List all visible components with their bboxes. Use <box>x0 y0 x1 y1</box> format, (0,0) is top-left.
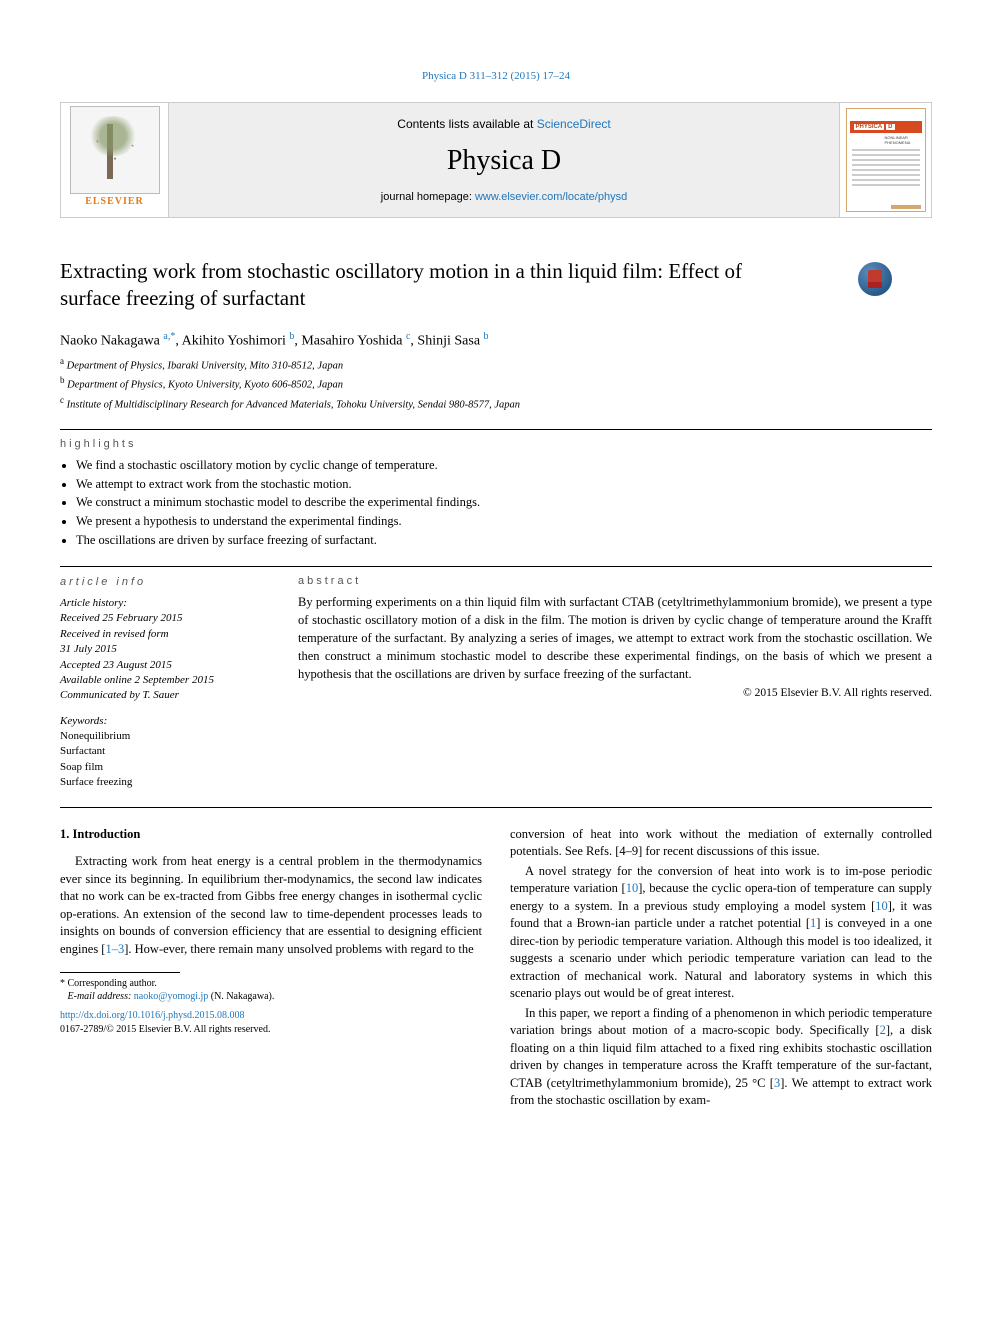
citation-link[interactable]: 10 <box>626 881 639 895</box>
highlight-item: The oscillations are driven by surface f… <box>76 531 932 550</box>
highlight-item: We find a stochastic oscillatory motion … <box>76 456 932 475</box>
journal-banner: ELSEVIER Contents lists available at Sci… <box>60 102 932 218</box>
article-info: article info Article history: Received 2… <box>60 575 270 791</box>
journal-homepage: journal homepage: www.elsevier.com/locat… <box>381 191 627 203</box>
running-head: Physica D 311–312 (2015) 17–24 <box>60 70 932 82</box>
body-paragraph: A novel strategy for the conversion of h… <box>510 863 932 1003</box>
article-info-label: article info <box>60 575 270 590</box>
elsevier-logo: ELSEVIER <box>70 106 160 214</box>
body-paragraph: Extracting work from heat energy is a ce… <box>60 853 482 958</box>
cover-cell: PHYSICAD NONLINEAR PHENOMENA <box>839 103 931 217</box>
abstract-section: abstract By performing experiments on a … <box>298 575 932 791</box>
banner-center: Contents lists available at ScienceDirec… <box>169 103 839 217</box>
journal-cover: PHYSICAD NONLINEAR PHENOMENA <box>846 108 926 212</box>
body-columns: 1. Introduction Extracting work from hea… <box>60 826 932 1112</box>
rule <box>60 807 932 808</box>
corresponding-footnote: * Corresponding author. E-mail address: … <box>60 977 482 1003</box>
highlights-label: highlights <box>60 438 932 450</box>
citation-link[interactable]: 10 <box>875 899 888 913</box>
paper-title: Extracting work from stochastic oscillat… <box>60 258 780 313</box>
crossmark-icon[interactable] <box>858 262 892 296</box>
authors-line: Naoko Nakagawa a,*, Akihito Yoshimori b,… <box>60 331 932 350</box>
doi-link[interactable]: http://dx.doi.org/10.1016/j.physd.2015.0… <box>60 1010 245 1021</box>
body-paragraph: conversion of heat into work without the… <box>510 826 932 861</box>
doi-line: http://dx.doi.org/10.1016/j.physd.2015.0… <box>60 1009 482 1023</box>
elsevier-wordmark: ELSEVIER <box>70 196 160 207</box>
rule <box>60 429 932 430</box>
publisher-logo-cell: ELSEVIER <box>61 103 169 217</box>
highlight-item: We attempt to extract work from the stoc… <box>76 475 932 494</box>
body-paragraph: In this paper, we report a finding of a … <box>510 1005 932 1110</box>
highlight-item: We present a hypothesis to understand th… <box>76 512 932 531</box>
left-column: 1. Introduction Extracting work from hea… <box>60 826 482 1112</box>
journal-title: Physica D <box>447 145 561 177</box>
issn-line: 0167-2789/© 2015 Elsevier B.V. All right… <box>60 1023 482 1037</box>
highlights-section: highlights We find a stochastic oscillat… <box>60 438 932 550</box>
copyright-line: © 2015 Elsevier B.V. All rights reserved… <box>298 687 932 699</box>
footnote-rule <box>60 972 180 973</box>
highlight-item: We construct a minimum stochastic model … <box>76 493 932 512</box>
section-heading: 1. Introduction <box>60 826 482 844</box>
rule <box>60 566 932 567</box>
contents-available: Contents lists available at ScienceDirec… <box>397 117 610 131</box>
sciencedirect-link[interactable]: ScienceDirect <box>537 117 611 131</box>
author-email-link[interactable]: naoko@yomogi.jp <box>134 991 208 1002</box>
abstract-label: abstract <box>298 575 932 587</box>
citation-link[interactable]: 1–3 <box>105 942 124 956</box>
affiliations: a Department of Physics, Ibaraki Univers… <box>60 355 932 413</box>
homepage-link[interactable]: www.elsevier.com/locate/physd <box>475 191 627 203</box>
right-column: conversion of heat into work without the… <box>510 826 932 1112</box>
abstract-text: By performing experiments on a thin liqu… <box>298 593 932 684</box>
